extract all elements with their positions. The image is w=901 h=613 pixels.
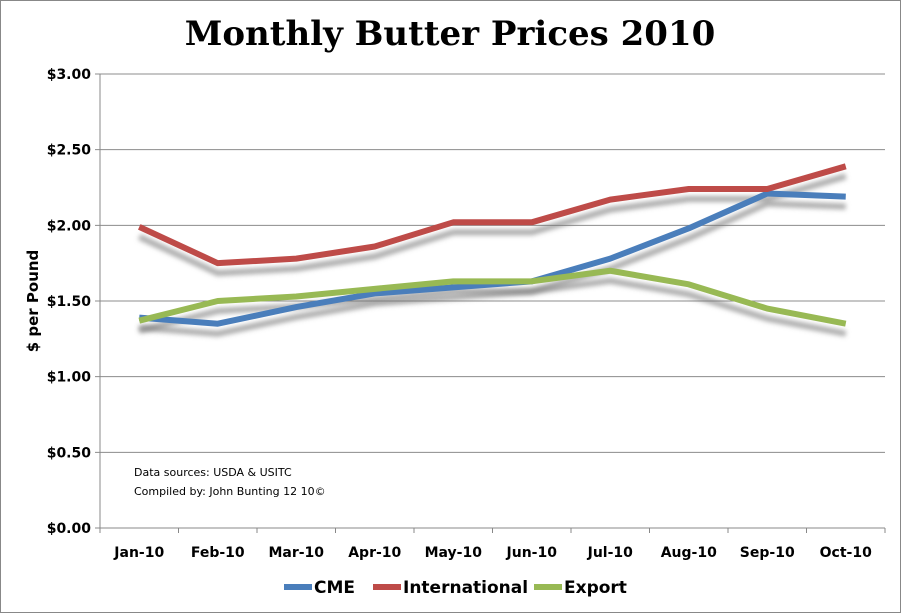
y-axis-label: $ per Pound	[24, 250, 42, 353]
y-tick-label: $3.00	[47, 67, 92, 83]
x-tick-label: Feb-10	[191, 545, 245, 561]
x-tick-label: Aug-10	[661, 545, 717, 561]
chart-title: Monthly Butter Prices 2010	[185, 14, 716, 54]
y-tick-label: $1.00	[47, 370, 92, 386]
legend-label: CME	[314, 578, 355, 598]
series-shadow	[139, 200, 846, 337]
x-tick-label: Jun-10	[506, 545, 558, 561]
annotation-sources: Data sources: USDA & USITC	[134, 466, 292, 479]
y-tick-label: $1.50	[47, 294, 92, 310]
x-tick-label: May-10	[425, 545, 483, 561]
y-tick-label: $2.50	[47, 143, 92, 159]
series-line-international	[137, 163, 847, 267]
annotation-compiled: Compiled by: John Bunting 12 10©	[134, 485, 326, 498]
legend-label: Export	[564, 578, 627, 598]
x-tick-label: Apr-10	[348, 545, 401, 561]
x-tick-label: Sep-10	[740, 545, 795, 561]
y-tick-label: $0.00	[47, 521, 92, 537]
x-tick-label: Jul-10	[587, 545, 634, 561]
series-line-cme	[139, 190, 846, 327]
series-line-export	[138, 267, 847, 327]
y-tick-label: $0.50	[47, 445, 92, 461]
x-tick-label: Jan-10	[113, 545, 164, 561]
series-shadow	[138, 277, 847, 337]
legend-label: International	[403, 578, 528, 598]
x-tick-label: Mar-10	[268, 545, 324, 561]
series-shadow	[137, 173, 847, 277]
y-tick-label: $2.00	[47, 218, 92, 234]
x-tick-label: Oct-10	[820, 545, 872, 561]
